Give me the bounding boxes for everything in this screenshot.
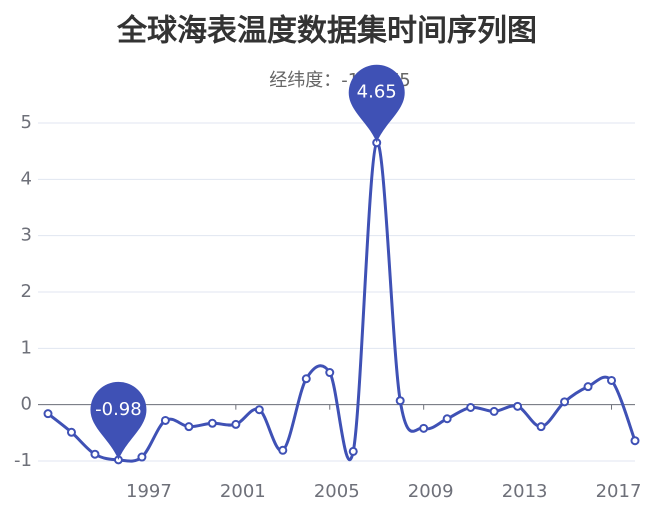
- x-tick-label: 2005: [314, 481, 360, 502]
- y-tick-label: 0: [21, 394, 32, 415]
- point: [395, 396, 405, 406]
- point: [466, 402, 476, 412]
- point: [560, 397, 570, 407]
- point: [90, 449, 100, 459]
- point: [301, 374, 311, 384]
- mark-pin: [90, 381, 147, 460]
- point: [43, 409, 53, 419]
- y-tick-label: 2: [21, 281, 32, 302]
- x-tick-label: 1997: [126, 481, 172, 502]
- point: [489, 406, 499, 416]
- mark-label: 4.65: [357, 82, 397, 103]
- point: [513, 401, 523, 411]
- point: [607, 375, 617, 385]
- line: [47, 141, 637, 463]
- chart-title: 全球海表温度数据集时间序列图: [116, 14, 537, 49]
- point: [160, 415, 170, 425]
- point: [278, 445, 288, 455]
- point: [207, 418, 217, 428]
- point: [583, 382, 593, 392]
- point: [419, 423, 429, 433]
- point: [66, 427, 76, 437]
- point: [254, 405, 264, 415]
- mark-pin: [348, 64, 405, 143]
- mark-label: -0.98: [95, 399, 142, 420]
- y-tick-label: 4: [21, 168, 32, 189]
- x-tick-label: 2009: [408, 481, 454, 502]
- y-tick-label: 5: [21, 112, 32, 133]
- point: [231, 419, 241, 429]
- point: [630, 436, 640, 446]
- y-tick-label: -1: [14, 450, 32, 471]
- point: [184, 422, 194, 432]
- point: [536, 422, 546, 432]
- point: [348, 446, 358, 456]
- point: [325, 368, 335, 378]
- x-tick-label: 2017: [596, 481, 642, 502]
- y-tick-label: 1: [21, 337, 32, 358]
- y-tick-label: 3: [21, 225, 32, 246]
- point: [137, 452, 147, 462]
- x-tick-label: 2013: [502, 481, 548, 502]
- point: [442, 414, 452, 424]
- x-tick-label: 2001: [220, 481, 266, 502]
